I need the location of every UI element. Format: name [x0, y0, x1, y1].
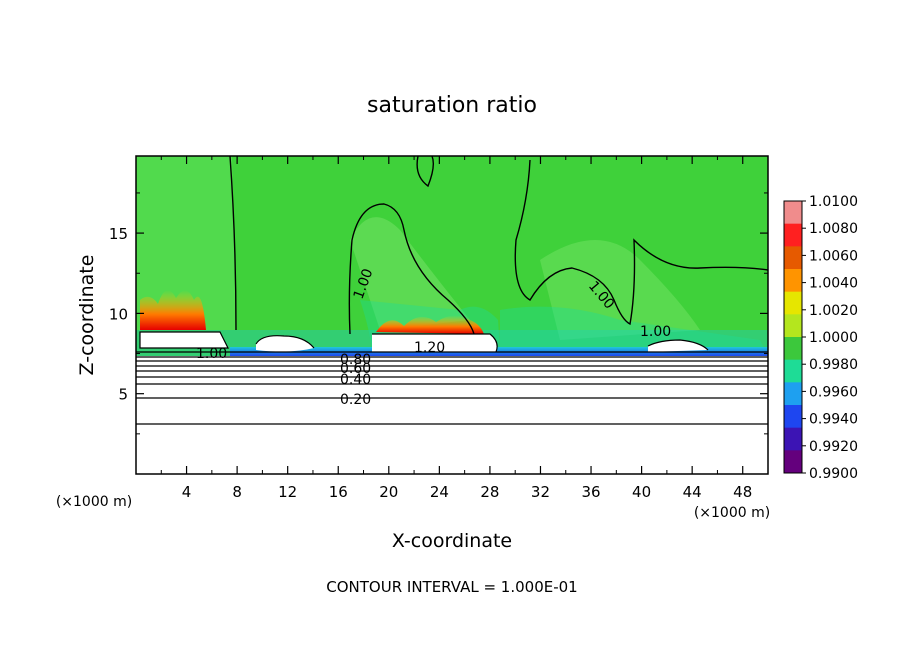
colorbar-swatch: [784, 427, 802, 451]
colorbar-label: 1.0040: [809, 276, 858, 292]
x-axis-label: X-coordinate: [392, 530, 512, 552]
x-tick-label: 24: [430, 483, 449, 501]
contour-label: 0.60: [340, 361, 371, 377]
colorbar-label: 1.0060: [809, 248, 858, 264]
colorbar-swatch: [784, 223, 802, 247]
x-unit-label: (×1000 m): [694, 505, 770, 521]
colorbar-swatch: [784, 269, 802, 293]
y-axis-ticks: 5 10 15: [109, 192, 768, 435]
light-plume: [136, 156, 236, 330]
cloud-pocket: [648, 340, 708, 352]
colorbar-swatch: [784, 291, 802, 315]
x-tick-label: 20: [379, 483, 398, 501]
x-tick-label: 32: [531, 483, 550, 501]
x-tick-label: 4: [182, 483, 192, 501]
colorbar-frame: [783, 200, 803, 474]
colorbar-label: 1.0000: [809, 330, 858, 346]
subsaturated-haze: [500, 306, 768, 356]
light-plume: [350, 217, 470, 330]
contour-line: [255, 335, 315, 349]
colorbar-swatch: [784, 450, 802, 474]
contour-line: [514, 159, 768, 326]
contour-label: 1.20: [414, 340, 445, 356]
contour-line: [647, 339, 709, 351]
colorbar-label: 0.9940: [809, 412, 858, 428]
y-axis-label: Z-coordinate: [76, 255, 98, 376]
colorbar-label: 1.0080: [809, 221, 858, 237]
colorbar-label: 1.0020: [809, 303, 858, 319]
supersaturated-region: [376, 315, 484, 334]
colorbar-swatch: [784, 201, 802, 225]
x-tick-label: 40: [632, 483, 651, 501]
colorbar-label: 0.9960: [809, 384, 858, 400]
supersaturated-region: [140, 290, 206, 330]
heatmap-field: [136, 156, 768, 474]
colorbar-label: 1.0100: [809, 194, 858, 210]
contour-line: [229, 156, 237, 331]
chart-title: saturation ratio: [367, 93, 537, 118]
cloud-pocket: [372, 334, 498, 352]
contour-line: [372, 333, 498, 353]
contour-label: 1.00: [196, 346, 227, 362]
colorbar-label: 0.9980: [809, 357, 858, 373]
colorbar-swatch: [784, 405, 802, 429]
x-axis-ticks: 4 8 12 16 20 24 28 32 36 40 44 48: [160, 156, 752, 501]
y-unit-label: (×1000 m): [56, 494, 132, 510]
colorbar-label: 0.9920: [809, 439, 858, 455]
colorbar-swatch: [784, 246, 802, 270]
contour-label: 0.40: [340, 372, 371, 388]
contour-line: [139, 331, 229, 349]
contour-line: [416, 156, 435, 188]
x-tick-label: 8: [232, 483, 242, 501]
colorbar: 1.0100 1.0080 1.0060 1.0040 1.0020 1.0000 0.99…: [784, 194, 858, 482]
cloud-pocket: [140, 332, 228, 348]
colorbar-swatch: [784, 337, 802, 361]
y-tick-label: 5: [118, 386, 128, 404]
x-tick-label: 44: [683, 483, 702, 501]
contour-line: [348, 203, 475, 335]
colorbar-swatch: [784, 359, 802, 383]
lower-layer: [136, 356, 768, 474]
colorbar-swatch: [784, 382, 802, 406]
contour-label: 0.80: [340, 352, 371, 368]
contour-interval-note: CONTOUR INTERVAL = 1.000E-01: [326, 578, 577, 596]
plot-frame: [135, 155, 769, 475]
y-tick-label: 15: [109, 225, 128, 243]
cloud-pocket: [256, 335, 314, 352]
colorbar-label: 0.9900: [809, 466, 858, 482]
x-tick-label: 28: [480, 483, 499, 501]
y-tick-label: 10: [109, 305, 128, 323]
contour-label: 1.00: [640, 324, 671, 340]
x-tick-label: 16: [329, 483, 348, 501]
contour-label: 0.20: [340, 392, 371, 408]
x-tick-label: 12: [278, 483, 297, 501]
light-plume: [540, 240, 700, 340]
x-tick-label: 48: [733, 483, 752, 501]
x-tick-label: 36: [581, 483, 600, 501]
colorbar-swatch: [784, 314, 802, 338]
